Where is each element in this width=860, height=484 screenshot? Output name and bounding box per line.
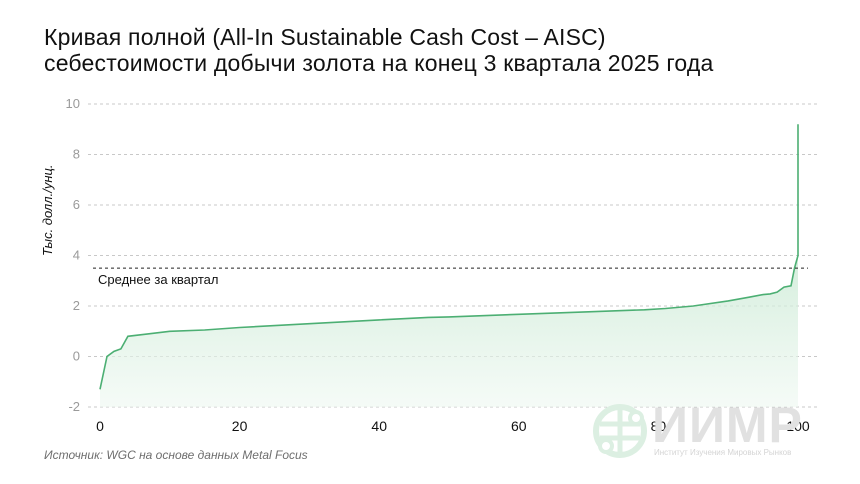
- y-axis-ticks: -2 0 2 4 6 8 10: [66, 96, 80, 414]
- y-tick-label: 4: [73, 248, 80, 263]
- chart-title-line-2: себестоимости добычи золота на конец 3 к…: [44, 50, 714, 76]
- y-axis-label: Тыс. долл./унц.: [40, 164, 55, 256]
- y-tick-label: 0: [73, 349, 80, 364]
- y-tick-label: 10: [66, 96, 80, 111]
- x-axis-ticks: 0 20 40 60 80 100: [96, 418, 810, 434]
- y-tick-label: -2: [68, 399, 80, 414]
- logo: ИИМР Институт Изучения Мировых Рынков: [592, 397, 832, 462]
- cost-curve-area: [100, 124, 798, 407]
- y-tick-label: 2: [73, 298, 80, 313]
- logo-subtitle: Институт Изучения Мировых Рынков: [654, 448, 792, 457]
- x-tick-label: 0: [96, 418, 104, 434]
- average-line-label: Среднее за квартал: [98, 272, 218, 287]
- y-tick-label: 6: [73, 197, 80, 212]
- source-note: Источник: WGC на основе данных Metal Foc…: [44, 448, 308, 462]
- x-tick-label: 60: [511, 418, 527, 434]
- x-tick-label: 40: [371, 418, 387, 434]
- x-tick-label: 100: [786, 418, 810, 434]
- logo-name: ИИМР: [652, 397, 803, 453]
- chart-title-line-1: Кривая полной (All-In Sustainable Cash C…: [44, 24, 606, 50]
- globe-network-icon: [593, 404, 647, 458]
- chart-title: Кривая полной (All-In Sustainable Cash C…: [44, 24, 844, 76]
- cost-curve-line: [99, 124, 799, 390]
- x-tick-label: 20: [232, 418, 248, 434]
- x-tick-label: 80: [651, 418, 667, 434]
- y-tick-label: 8: [73, 147, 80, 162]
